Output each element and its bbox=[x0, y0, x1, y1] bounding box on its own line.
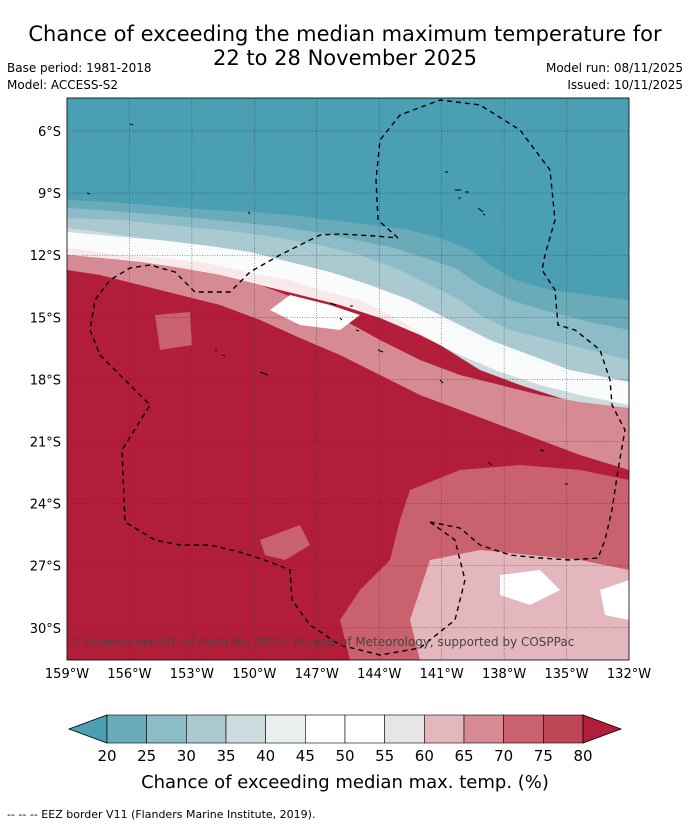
colorbar-title: Chance of exceeding median max. temp. (%… bbox=[141, 772, 549, 793]
colorbar-segment bbox=[344, 714, 385, 744]
longitude-tick-label: 150°W bbox=[232, 667, 276, 682]
longitude-tick-label: 153°W bbox=[170, 667, 214, 682]
field-white-patch-e bbox=[600, 580, 629, 620]
issued-date: Issued: 10/11/2025 bbox=[567, 78, 683, 92]
field-band-50 bbox=[67, 232, 629, 405]
latitude-tick-label: 12°S bbox=[30, 249, 61, 264]
graticule bbox=[67, 98, 629, 660]
field-band-70 bbox=[67, 255, 629, 470]
colorbar-segment bbox=[265, 714, 306, 744]
longitude-axis: 159°W 156°W 153°W 150°W 147°W 144°W 141°W 138°W… bbox=[45, 667, 651, 682]
field-band-20 bbox=[67, 98, 629, 300]
colorbar-segment bbox=[463, 714, 504, 744]
field-band-65 bbox=[410, 550, 629, 660]
eez-legend-note: -- -- -- EEZ border V11 (Flanders Marine… bbox=[7, 808, 316, 821]
map-frame bbox=[66, 97, 630, 661]
islands bbox=[86, 123, 568, 485]
colorbar-tick-label: 30 bbox=[177, 747, 196, 765]
colorbar-low-arrow bbox=[67, 714, 108, 744]
colorbar-high-arrow bbox=[582, 714, 623, 744]
eez-border-marquesas bbox=[375, 99, 626, 561]
colorbar-segment bbox=[384, 714, 425, 744]
field-white-patch-central bbox=[270, 295, 360, 330]
colorbar-tick-label: 55 bbox=[375, 747, 394, 765]
base-period: Base period: 1981-2018 bbox=[7, 61, 152, 75]
latitude-tick-label: 27°S bbox=[30, 560, 61, 575]
probability-field bbox=[67, 98, 629, 660]
title-line-1: Chance of exceeding the median maximum t… bbox=[28, 22, 662, 46]
colorbar-segment bbox=[503, 714, 544, 744]
latitude-tick-label: 24°S bbox=[30, 498, 61, 513]
colorbar-tick-label: 60 bbox=[415, 747, 434, 765]
colorbar-tick-label: 40 bbox=[256, 747, 275, 765]
longitude-tick-label: 144°W bbox=[357, 667, 401, 682]
colorbar-segment bbox=[146, 714, 187, 744]
colorbar-tick-label: 35 bbox=[216, 747, 235, 765]
latitude-axis: 6°S 9°S 12°S 15°S 18°S 21°S 24°S 27°S 30°S bbox=[30, 125, 61, 637]
colorbar: 20 25 30 35 40 45 50 55 60 65 70 75 80 bbox=[67, 714, 623, 765]
longitude-tick-label: 135°W bbox=[544, 667, 588, 682]
colorbar-segment bbox=[225, 714, 266, 744]
longitude-tick-label: 138°W bbox=[482, 667, 526, 682]
longitude-tick-label: 141°W bbox=[420, 667, 464, 682]
colorbar-tick-label: 25 bbox=[137, 747, 156, 765]
meta-left: Base period: 1981-2018 Model: ACCESS-S2 bbox=[7, 60, 152, 94]
latitude-tick-label: 15°S bbox=[30, 311, 61, 326]
field-patch-south bbox=[260, 525, 310, 560]
longitude-tick-label: 156°W bbox=[107, 667, 151, 682]
colorbar-segment bbox=[424, 714, 465, 744]
colorbar-tick-label: 20 bbox=[97, 747, 116, 765]
field-patch-west bbox=[155, 312, 192, 350]
longitude-tick-label: 132°W bbox=[607, 667, 651, 682]
model-name: Model: ACCESS-S2 bbox=[7, 78, 119, 92]
eez-border-french-polynesia-south bbox=[89, 233, 466, 656]
longitude-tick-label: 159°W bbox=[45, 667, 89, 682]
latitude-tick-label: 6°S bbox=[38, 125, 61, 140]
latitude-tick-label: 21°S bbox=[30, 436, 61, 451]
colorbar-tick-label: 70 bbox=[494, 747, 513, 765]
longitude-tick-label: 147°W bbox=[295, 667, 339, 682]
colorbar-segment bbox=[186, 714, 227, 744]
field-white-patch-se bbox=[500, 570, 560, 605]
copyright-text: © Commonwealth of Australia 2025, Bureau… bbox=[69, 635, 574, 649]
title-line-2: 22 to 28 November 2025 bbox=[213, 46, 477, 70]
colorbar-tick-label: 80 bbox=[573, 747, 592, 765]
colorbar-segment bbox=[305, 714, 346, 744]
model-run: Model run: 08/11/2025 bbox=[545, 61, 683, 75]
colorbar-segment bbox=[106, 714, 147, 744]
colorbar-tick-label: 45 bbox=[296, 747, 315, 765]
latitude-tick-label: 30°S bbox=[30, 622, 61, 637]
latitude-tick-label: 18°S bbox=[30, 373, 61, 388]
colorbar-tick-label: 75 bbox=[534, 747, 553, 765]
latitude-tick-label: 9°S bbox=[38, 187, 61, 202]
colorbar-tick-label: 50 bbox=[335, 747, 354, 765]
map-title: Chance of exceeding the median maximum t… bbox=[0, 22, 690, 70]
colorbar-tick-label: 65 bbox=[454, 747, 473, 765]
colorbar-segment bbox=[543, 714, 584, 744]
eez-borders bbox=[89, 99, 626, 656]
meta-right: Model run: 08/11/2025 Issued: 10/11/2025 bbox=[546, 60, 683, 94]
